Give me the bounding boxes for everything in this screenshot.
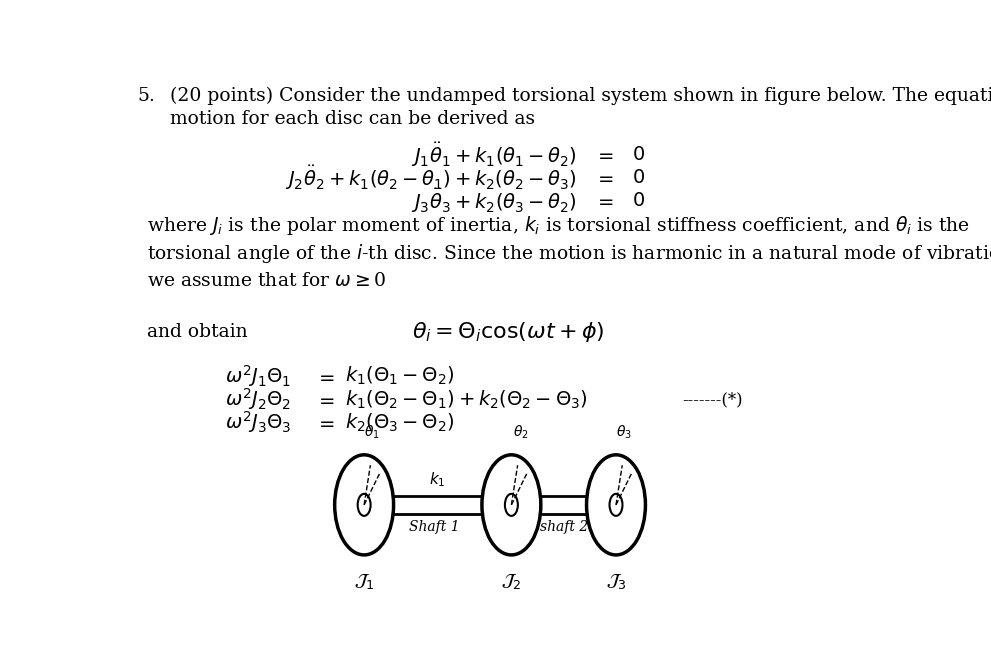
Text: $=$: $=$ (315, 413, 336, 432)
Text: $k_1$: $k_1$ (429, 471, 446, 490)
Ellipse shape (358, 494, 371, 516)
Text: $=$: $=$ (315, 367, 336, 386)
Bar (539, 495, 588, 514)
Text: $=$: $=$ (595, 191, 614, 210)
Text: $\theta_i = \Theta_i \cos(\omega t + \phi)$: $\theta_i = \Theta_i \cos(\omega t + \ph… (411, 320, 605, 344)
Text: motion for each disc can be derived as: motion for each disc can be derived as (170, 110, 535, 128)
Text: where $J_i$ is the polar moment of inertia, $k_i$ is torsional stiffness coeffic: where $J_i$ is the polar moment of inert… (147, 214, 970, 237)
Text: $k_1(\Theta_2 - \Theta_1) + k_2(\Theta_2 - \Theta_3)$: $k_1(\Theta_2 - \Theta_1) + k_2(\Theta_2… (345, 388, 588, 410)
Text: torsional angle of the $i$-th disc. Since the motion is harmonic in a natural mo: torsional angle of the $i$-th disc. Sinc… (147, 242, 991, 265)
Text: $0$: $0$ (631, 145, 644, 163)
Text: (20 points) Consider the undamped torsional system shown in figure below. The eq: (20 points) Consider the undamped torsio… (170, 87, 991, 105)
Ellipse shape (609, 494, 622, 516)
Text: $=$: $=$ (315, 390, 336, 409)
Text: $\mathcal{J}_3$: $\mathcal{J}_3$ (606, 572, 626, 591)
Text: $J_2\ddot{\theta}_2 + k_1(\theta_2 - \theta_1) + k_2(\theta_2 - \theta_3)$: $J_2\ddot{\theta}_2 + k_1(\theta_2 - \th… (285, 163, 577, 192)
Text: $k_1(\Theta_1 - \Theta_2)$: $k_1(\Theta_1 - \Theta_2)$ (345, 365, 454, 388)
Text: shaft 2: shaft 2 (539, 520, 588, 534)
Bar (392, 495, 484, 514)
Ellipse shape (504, 494, 518, 516)
Text: -------(*): -------(*) (682, 391, 742, 408)
Text: we assume that for $\omega\geq$0: we assume that for $\omega\geq$0 (147, 272, 386, 290)
Text: $=$: $=$ (595, 145, 614, 164)
Text: $\omega^2 J_3 \Theta_3$: $\omega^2 J_3 \Theta_3$ (225, 410, 291, 435)
Text: $J_1\ddot{\theta}_1 + k_1(\theta_1 - \theta_2)$: $J_1\ddot{\theta}_1 + k_1(\theta_1 - \th… (411, 140, 577, 169)
Text: $k_2(\Theta_3 - \Theta_2)$: $k_2(\Theta_3 - \Theta_2)$ (345, 412, 454, 433)
Text: $\theta_1$: $\theta_1$ (364, 424, 380, 441)
Text: $\theta_2$: $\theta_2$ (512, 424, 528, 441)
Ellipse shape (335, 455, 393, 555)
Text: $0$: $0$ (631, 169, 644, 187)
Ellipse shape (587, 455, 645, 555)
Text: $\theta_3$: $\theta_3$ (615, 424, 631, 441)
Text: $\mathcal{J}_1$: $\mathcal{J}_1$ (354, 572, 375, 591)
Text: $\omega^2 J_1 \Theta_1$: $\omega^2 J_1 \Theta_1$ (225, 363, 291, 390)
Text: $=$: $=$ (595, 168, 614, 187)
Ellipse shape (482, 455, 541, 555)
Text: $0$: $0$ (631, 192, 644, 210)
Text: $\mathcal{J}_2$: $\mathcal{J}_2$ (501, 572, 521, 591)
Text: and obtain: and obtain (147, 322, 248, 340)
Text: Shaft 1: Shaft 1 (408, 520, 459, 534)
Text: $\omega^2 J_2 \Theta_2$: $\omega^2 J_2 \Theta_2$ (225, 386, 291, 412)
Text: 5.: 5. (138, 87, 156, 105)
Text: $J_3\ddot{\theta}_3 + k_2(\theta_3 - \theta_2)$: $J_3\ddot{\theta}_3 + k_2(\theta_3 - \th… (411, 186, 577, 215)
